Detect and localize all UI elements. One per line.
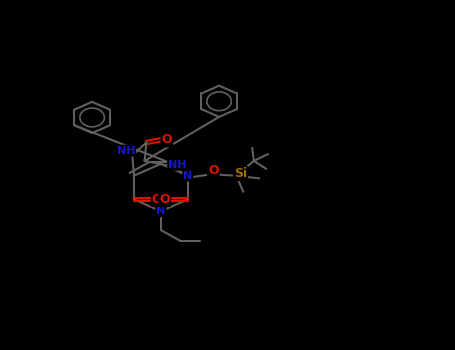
Text: O: O [208, 163, 219, 176]
Text: N: N [156, 206, 166, 216]
Text: O: O [162, 133, 172, 146]
Text: Si: Si [234, 167, 247, 180]
Text: O: O [159, 193, 170, 206]
Text: NH: NH [168, 160, 187, 170]
Text: NH: NH [116, 146, 135, 156]
Text: N: N [183, 171, 192, 181]
Text: O: O [152, 193, 162, 206]
